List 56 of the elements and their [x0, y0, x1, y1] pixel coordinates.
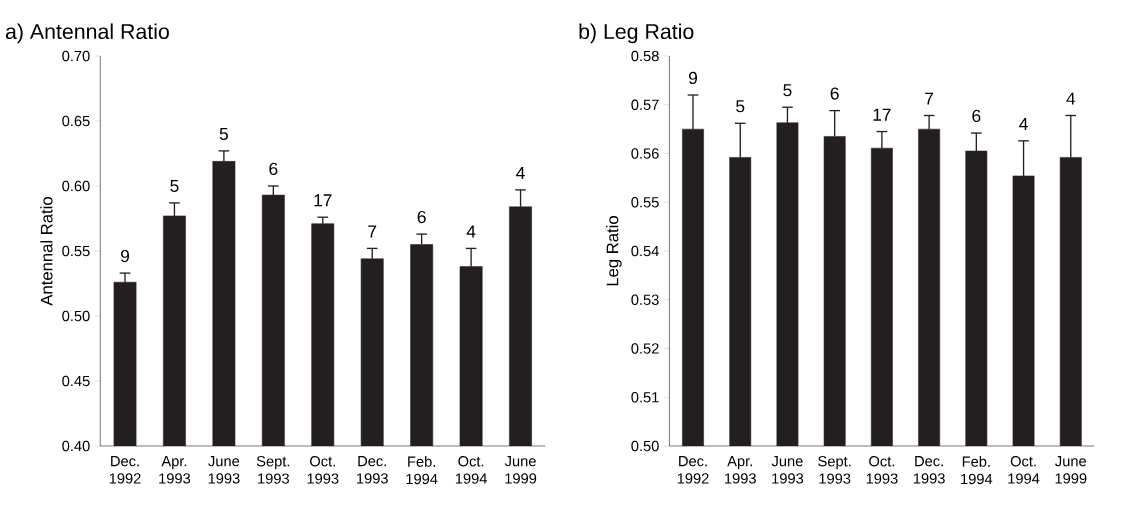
y-tick-label: 0.56	[631, 148, 659, 159]
x-tick-label: Sept. 1993	[818, 456, 851, 484]
annotation: 17	[314, 194, 332, 207]
annotation: 17	[873, 108, 891, 121]
x-tick-label: Dec. 1993	[357, 456, 388, 484]
annotation: 7	[368, 225, 377, 238]
y-tick-label: 0.55	[62, 245, 90, 257]
x-tick-label: Oct. 1994	[455, 456, 487, 484]
y-tick-label: 0.55	[631, 197, 659, 208]
x-tick-label: Oct. 1993	[866, 456, 898, 484]
x-tick-label: Dec. 1992	[109, 456, 141, 484]
annotation: 7	[925, 92, 934, 105]
y-tick-label: 0.58	[631, 50, 659, 62]
y-tick-label: 0.60	[62, 180, 90, 192]
x-tick-label: Oct. 1994	[1008, 456, 1040, 484]
x-tick-label: Dec. 1992	[677, 456, 709, 484]
annotation: 6	[269, 162, 278, 176]
y-axis-title: Leg Ratio	[606, 216, 622, 286]
annotation: 5	[170, 179, 179, 192]
x-tick-label: June 1999	[504, 456, 537, 484]
annotation: 5	[783, 84, 792, 97]
x-tick-label: Feb. 1994	[406, 456, 438, 485]
y-tick-label: 0.52	[631, 343, 659, 354]
annotation: 9	[121, 249, 130, 263]
chart-title: b) Leg Ratio	[579, 23, 694, 44]
annotation: 9	[689, 71, 698, 85]
annotation: 4	[466, 225, 476, 238]
annotation: 6	[972, 109, 981, 123]
y-tick-label: 0.45	[62, 375, 90, 387]
annotation: 6	[830, 87, 839, 100]
annotation: 5	[736, 100, 745, 113]
y-tick-label: 0.57	[631, 99, 659, 110]
annotation: 6	[417, 210, 426, 224]
annotation: 4	[1019, 117, 1028, 130]
x-tick-label: June 1993	[771, 456, 804, 484]
y-tick-label: 0.50	[62, 310, 90, 322]
x-tick-label: June 1993	[208, 456, 240, 484]
y-axis-title: Antennal Ratio	[40, 197, 53, 306]
y-tick-label: 0.54	[631, 245, 659, 257]
y-tick-label: 0.51	[631, 392, 659, 403]
x-tick-label: Dec. 1993	[913, 456, 945, 484]
annotation: 4	[1066, 92, 1076, 105]
y-tick-label: 0.70	[62, 50, 90, 62]
x-tick-label: June 1999	[1055, 456, 1087, 484]
x-tick-label: Apr. 1993	[159, 456, 191, 484]
annotation: 5	[219, 127, 228, 140]
y-tick-label: 0.65	[62, 115, 90, 127]
annotation: 4	[516, 167, 525, 179]
y-tick-label: 0.53	[631, 294, 659, 305]
x-tick-label: Feb. 1994	[961, 456, 993, 485]
x-tick-label: Sept. 1993	[256, 456, 290, 484]
x-tick-label: Apr. 1993	[725, 456, 756, 484]
chart-title: a) Antennal Ratio	[5, 23, 169, 44]
x-tick-label: Oct. 1993	[307, 456, 339, 484]
y-tick-label: 0.50	[631, 440, 659, 452]
y-tick-label: 0.40	[62, 440, 90, 452]
